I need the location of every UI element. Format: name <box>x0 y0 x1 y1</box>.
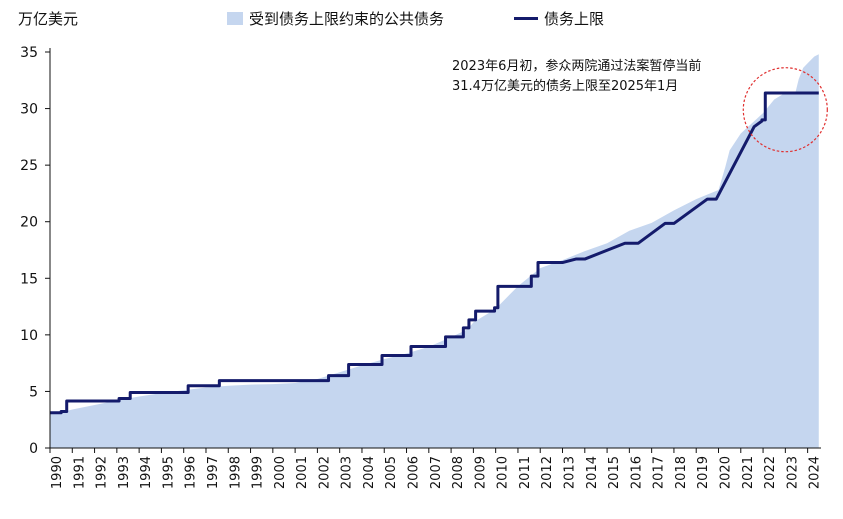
x-tick-label: 2018 <box>674 456 689 489</box>
x-tick-label: 2024 <box>808 456 823 489</box>
y-tick-label: 35 <box>20 45 38 61</box>
x-tick-label: 2010 <box>496 456 511 489</box>
y-tick-label: 15 <box>20 271 38 287</box>
legend-swatch-line <box>514 17 538 20</box>
highlight-circle <box>742 67 828 153</box>
x-tick-label: 1992 <box>95 456 110 489</box>
y-axis-ticks: 0 5 10 15 20 25 30 35 <box>20 45 38 457</box>
y-tick-label: 25 <box>20 158 38 174</box>
x-tick-label: 1993 <box>117 456 132 489</box>
x-tick-label: 2005 <box>384 456 399 489</box>
x-tick-label: 2014 <box>585 456 600 489</box>
legend-item-line: 债务上限 <box>514 8 604 29</box>
annotation-line-2: 31.4万亿美元的债务上限至2025年1月 <box>452 79 679 94</box>
x-tick-label: 2015 <box>607 456 622 489</box>
x-tick-label: 1998 <box>228 456 243 489</box>
x-tick-label: 2016 <box>629 456 644 489</box>
x-tick-label: 2003 <box>340 456 355 489</box>
legend-item-area: 受到债务上限约束的公共债务 <box>227 8 444 29</box>
annotation: 2023年6月初，参众两院通过法案暂停当前 31.4万亿美元的债务上限至2025… <box>452 57 701 97</box>
x-tick-label: 2007 <box>429 456 444 489</box>
x-axis-ticks: 1990 1991 1992 1993 1994 1995 1996 1997 1998 1999… <box>50 456 823 489</box>
x-tick-label: 2009 <box>473 456 488 489</box>
x-tick-label: 1997 <box>206 456 221 489</box>
x-tick-label: 1994 <box>139 456 154 489</box>
x-tick-label: 1995 <box>161 456 176 489</box>
y-tick-label: 10 <box>20 328 38 344</box>
x-tick-label: 2004 <box>362 456 377 489</box>
axes <box>45 48 821 453</box>
x-tick-label: 2006 <box>407 456 422 489</box>
x-tick-label: 2023 <box>785 456 800 489</box>
x-tick-label: 1990 <box>50 456 65 489</box>
x-tick-label: 2011 <box>518 456 533 489</box>
y-tick-label: 20 <box>20 215 38 231</box>
y-tick-label: 0 <box>29 441 38 457</box>
x-tick-label: 2008 <box>451 456 466 489</box>
unit-label: 万亿美元 <box>18 10 79 28</box>
x-tick-label: 1999 <box>251 456 266 489</box>
annotation-line-1: 2023年6月初，参众两院通过法案暂停当前 <box>452 59 702 74</box>
legend-label-area: 受到债务上限约束的公共债务 <box>249 10 445 28</box>
x-tick-label: 2022 <box>763 456 778 489</box>
x-tick-label: 2001 <box>295 456 310 489</box>
x-tick-label: 1991 <box>72 456 87 489</box>
x-tick-label: 2019 <box>696 456 711 489</box>
public-debt-area <box>50 54 819 448</box>
x-tick-label: 2017 <box>652 456 667 489</box>
x-tick-label: 2002 <box>317 456 332 489</box>
legend-swatch-area <box>227 12 243 25</box>
x-tick-label: 1996 <box>184 456 199 489</box>
debt-ceiling-line <box>50 91 819 415</box>
x-tick-label: 2013 <box>563 456 578 489</box>
x-tick-label: 2020 <box>718 456 733 489</box>
x-tick-label: 2012 <box>540 456 555 489</box>
x-tick-label: 2000 <box>273 456 288 489</box>
x-tick-label: 2021 <box>741 456 756 489</box>
y-tick-label: 30 <box>20 102 38 118</box>
legend-label-line: 债务上限 <box>544 10 605 28</box>
y-tick-label: 5 <box>29 384 38 400</box>
